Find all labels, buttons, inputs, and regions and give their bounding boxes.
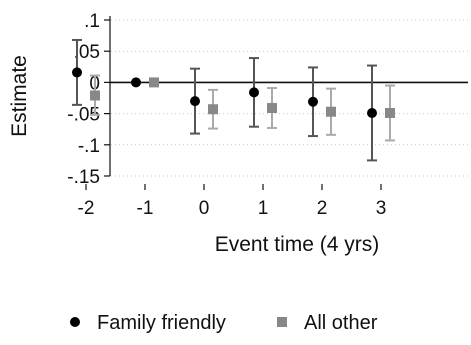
x-tick-label: -2 bbox=[78, 198, 95, 219]
point-marker bbox=[308, 96, 318, 107]
point-marker bbox=[208, 104, 218, 115]
x-tick-label: 2 bbox=[317, 198, 328, 219]
point-marker bbox=[249, 87, 259, 98]
x-tick-label: 1 bbox=[258, 198, 269, 219]
x-tick-label: 0 bbox=[199, 198, 210, 219]
point-marker bbox=[90, 90, 100, 101]
y-tick-label: -.05 bbox=[67, 105, 100, 126]
point-markers bbox=[72, 67, 395, 118]
error-bars bbox=[72, 38, 395, 162]
legend: Family friendly All other bbox=[70, 312, 378, 334]
legend-label: Family friendly bbox=[97, 312, 226, 334]
point-marker bbox=[326, 106, 336, 117]
x-tick-label: 3 bbox=[376, 198, 387, 219]
legend-marker bbox=[70, 317, 80, 327]
point-marker bbox=[72, 67, 82, 78]
point-marker bbox=[385, 107, 395, 118]
x-axis-label: Event time (4 yrs) bbox=[215, 233, 380, 256]
point-marker bbox=[131, 77, 141, 88]
point-marker bbox=[267, 102, 277, 113]
y-tick-label: .1 bbox=[84, 11, 100, 32]
legend-label: All other bbox=[304, 312, 378, 334]
y-axis-label: Estimate bbox=[8, 55, 31, 137]
y-tick-label: -.15 bbox=[67, 167, 100, 188]
gridlines bbox=[111, 19, 468, 177]
point-marker bbox=[367, 107, 377, 118]
y-tick-label: -.1 bbox=[78, 136, 100, 157]
legend-marker bbox=[277, 317, 287, 327]
point-marker bbox=[149, 77, 159, 88]
x-tick-label: -1 bbox=[137, 198, 154, 219]
y-tick-label: .05 bbox=[74, 42, 100, 63]
point-marker bbox=[190, 96, 200, 107]
